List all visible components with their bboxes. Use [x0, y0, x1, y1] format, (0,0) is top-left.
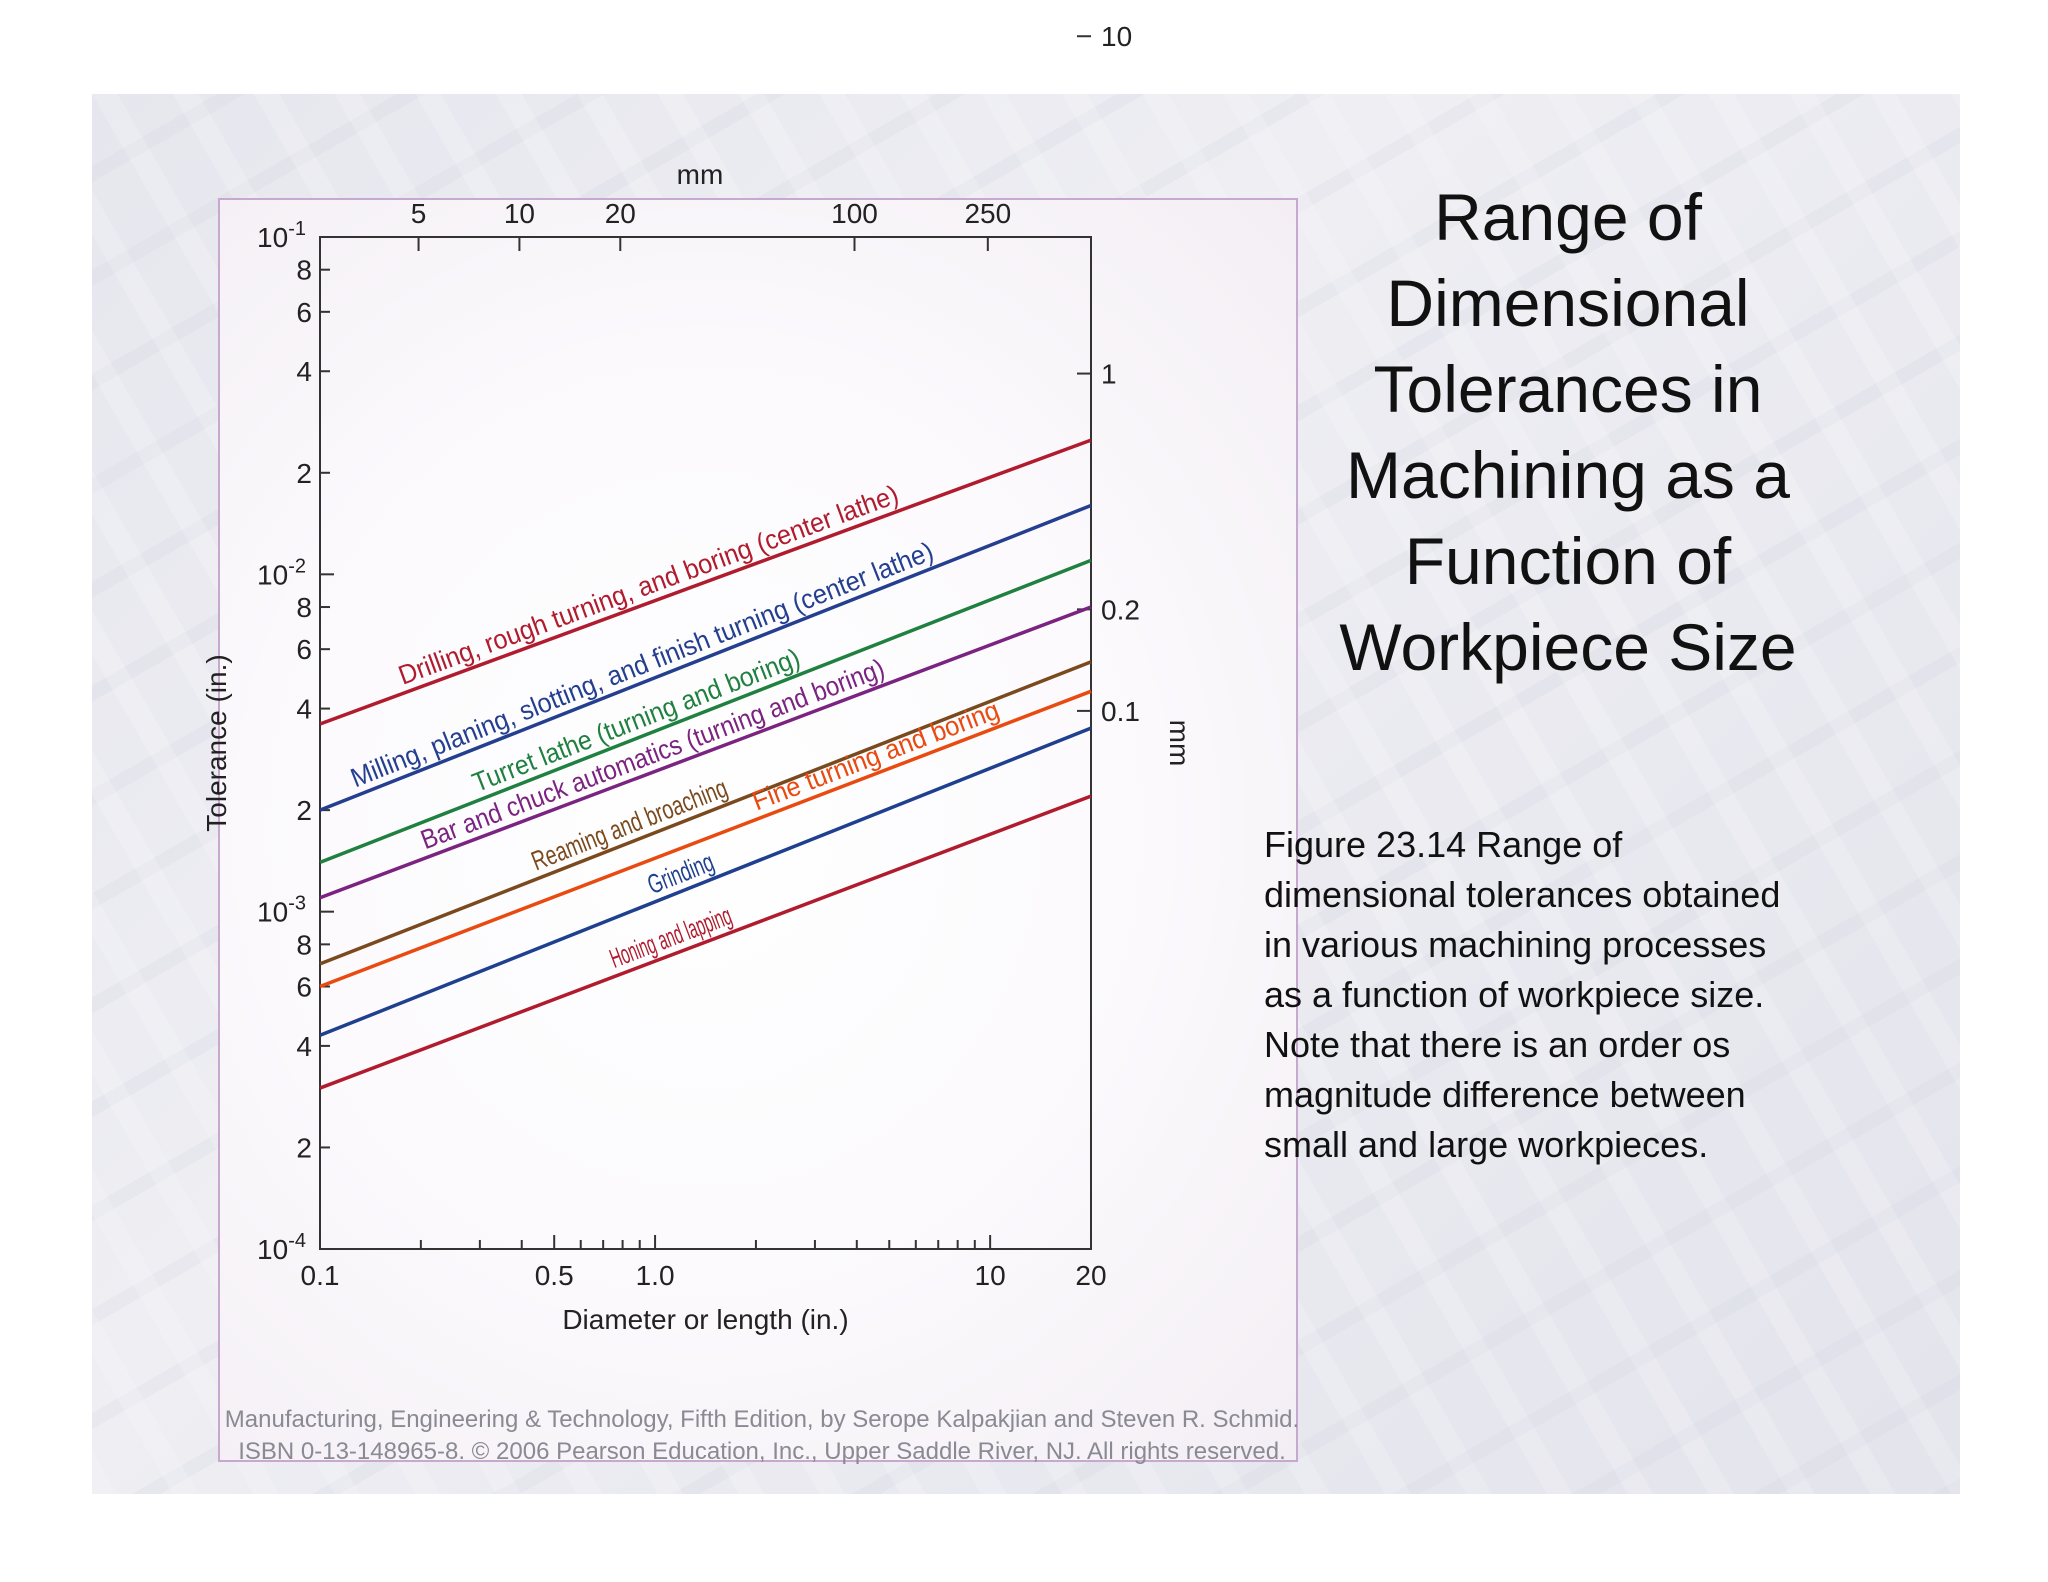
- y-tick-label: 10-1: [257, 218, 306, 253]
- y-tick-label: 10-2: [257, 555, 306, 590]
- y-tick-label: 2: [296, 458, 312, 489]
- footer-line: Manufacturing, Engineering & Technology,…: [224, 1406, 1300, 1433]
- x-tick-label: 0.1: [301, 1260, 340, 1291]
- caption-line: as a function of workpiece size.: [1264, 974, 1765, 1015]
- series-line: [319, 660, 1092, 966]
- caption-line: in various machining processes: [1264, 924, 1767, 965]
- caption-line: Note that there is an order os: [1264, 1024, 1731, 1065]
- slide-background: [92, 94, 1960, 1494]
- slide-title-line: Function of: [1404, 524, 1732, 598]
- slide-title-line: Range of: [1434, 180, 1702, 254]
- slide-title: Range of Dimensional Tolerances in Machi…: [1268, 174, 1868, 690]
- y-tick-label: 8: [296, 592, 312, 623]
- y-tick-label: 4: [296, 356, 312, 387]
- series-line: [319, 605, 1092, 900]
- x-tick-label: 0.5: [535, 1260, 574, 1291]
- right-axis-tick-label: 0.1: [1101, 696, 1140, 727]
- series-line: [319, 689, 1092, 989]
- top-axis-label: mm: [677, 159, 724, 190]
- y-tick-label: 8: [296, 929, 312, 960]
- series-line: [319, 503, 1092, 812]
- x-tick-label: 20: [1075, 1260, 1106, 1291]
- figure-caption: Figure 23.14 Range of dimensional tolera…: [1264, 820, 1904, 1170]
- y-tick-label: 6: [296, 972, 312, 1003]
- x-axis-label: Diameter or length (in.): [562, 1304, 848, 1335]
- y-tick-label: 10-4: [257, 1230, 306, 1265]
- series-line: [319, 438, 1092, 726]
- top-axis-tick-label: 250: [964, 198, 1011, 229]
- top-axis-tick-label: 10: [504, 198, 535, 229]
- right-axis-tick-label: 0.2: [1101, 594, 1140, 625]
- slide-title-line: Machining as a: [1346, 438, 1790, 512]
- y-tick-label: 6: [296, 634, 312, 665]
- y-tick-label: 2: [296, 1132, 312, 1163]
- caption-line: small and large workpieces.: [1264, 1124, 1709, 1165]
- y-tick-label: 2: [296, 795, 312, 826]
- top-axis-tick-label: 5: [411, 198, 427, 229]
- slide-title-line: Workpiece Size: [1339, 610, 1797, 684]
- plot-frame: [319, 236, 1092, 1250]
- copyright-footer: Manufacturing, Engineering & Technology,…: [92, 1404, 1432, 1468]
- right-axis-tick-label: 10: [1101, 21, 1132, 52]
- top-axis-tick-label: 20: [605, 198, 636, 229]
- y-tick-label: 8: [296, 255, 312, 286]
- slide-title-line: Tolerances in: [1373, 352, 1763, 426]
- y-axis-label: Tolerance (in.): [201, 654, 232, 831]
- right-axis-label: mm: [1164, 720, 1195, 767]
- y-tick-label: 4: [296, 694, 312, 725]
- series-line: [319, 558, 1092, 865]
- y-tick-label: 6: [296, 297, 312, 328]
- series-line: [319, 794, 1092, 1090]
- series-line: [319, 726, 1092, 1037]
- y-tick-label: 4: [296, 1031, 312, 1062]
- x-tick-label: 10: [975, 1260, 1006, 1291]
- slide-title-line: Dimensional: [1386, 266, 1750, 340]
- caption-line: dimensional tolerances obtained: [1264, 874, 1781, 915]
- caption-line: magnitude difference between: [1264, 1074, 1746, 1115]
- caption-line: Figure 23.14 Range of: [1264, 824, 1623, 865]
- top-axis-tick-label: 100: [831, 198, 878, 229]
- x-tick-label: 1.0: [636, 1260, 675, 1291]
- footer-line: ISBN 0-13-148965-8. © 2006 Pearson Educa…: [238, 1438, 1286, 1465]
- right-axis-tick-label: 1: [1101, 359, 1117, 390]
- y-tick-label: 10-3: [257, 893, 306, 928]
